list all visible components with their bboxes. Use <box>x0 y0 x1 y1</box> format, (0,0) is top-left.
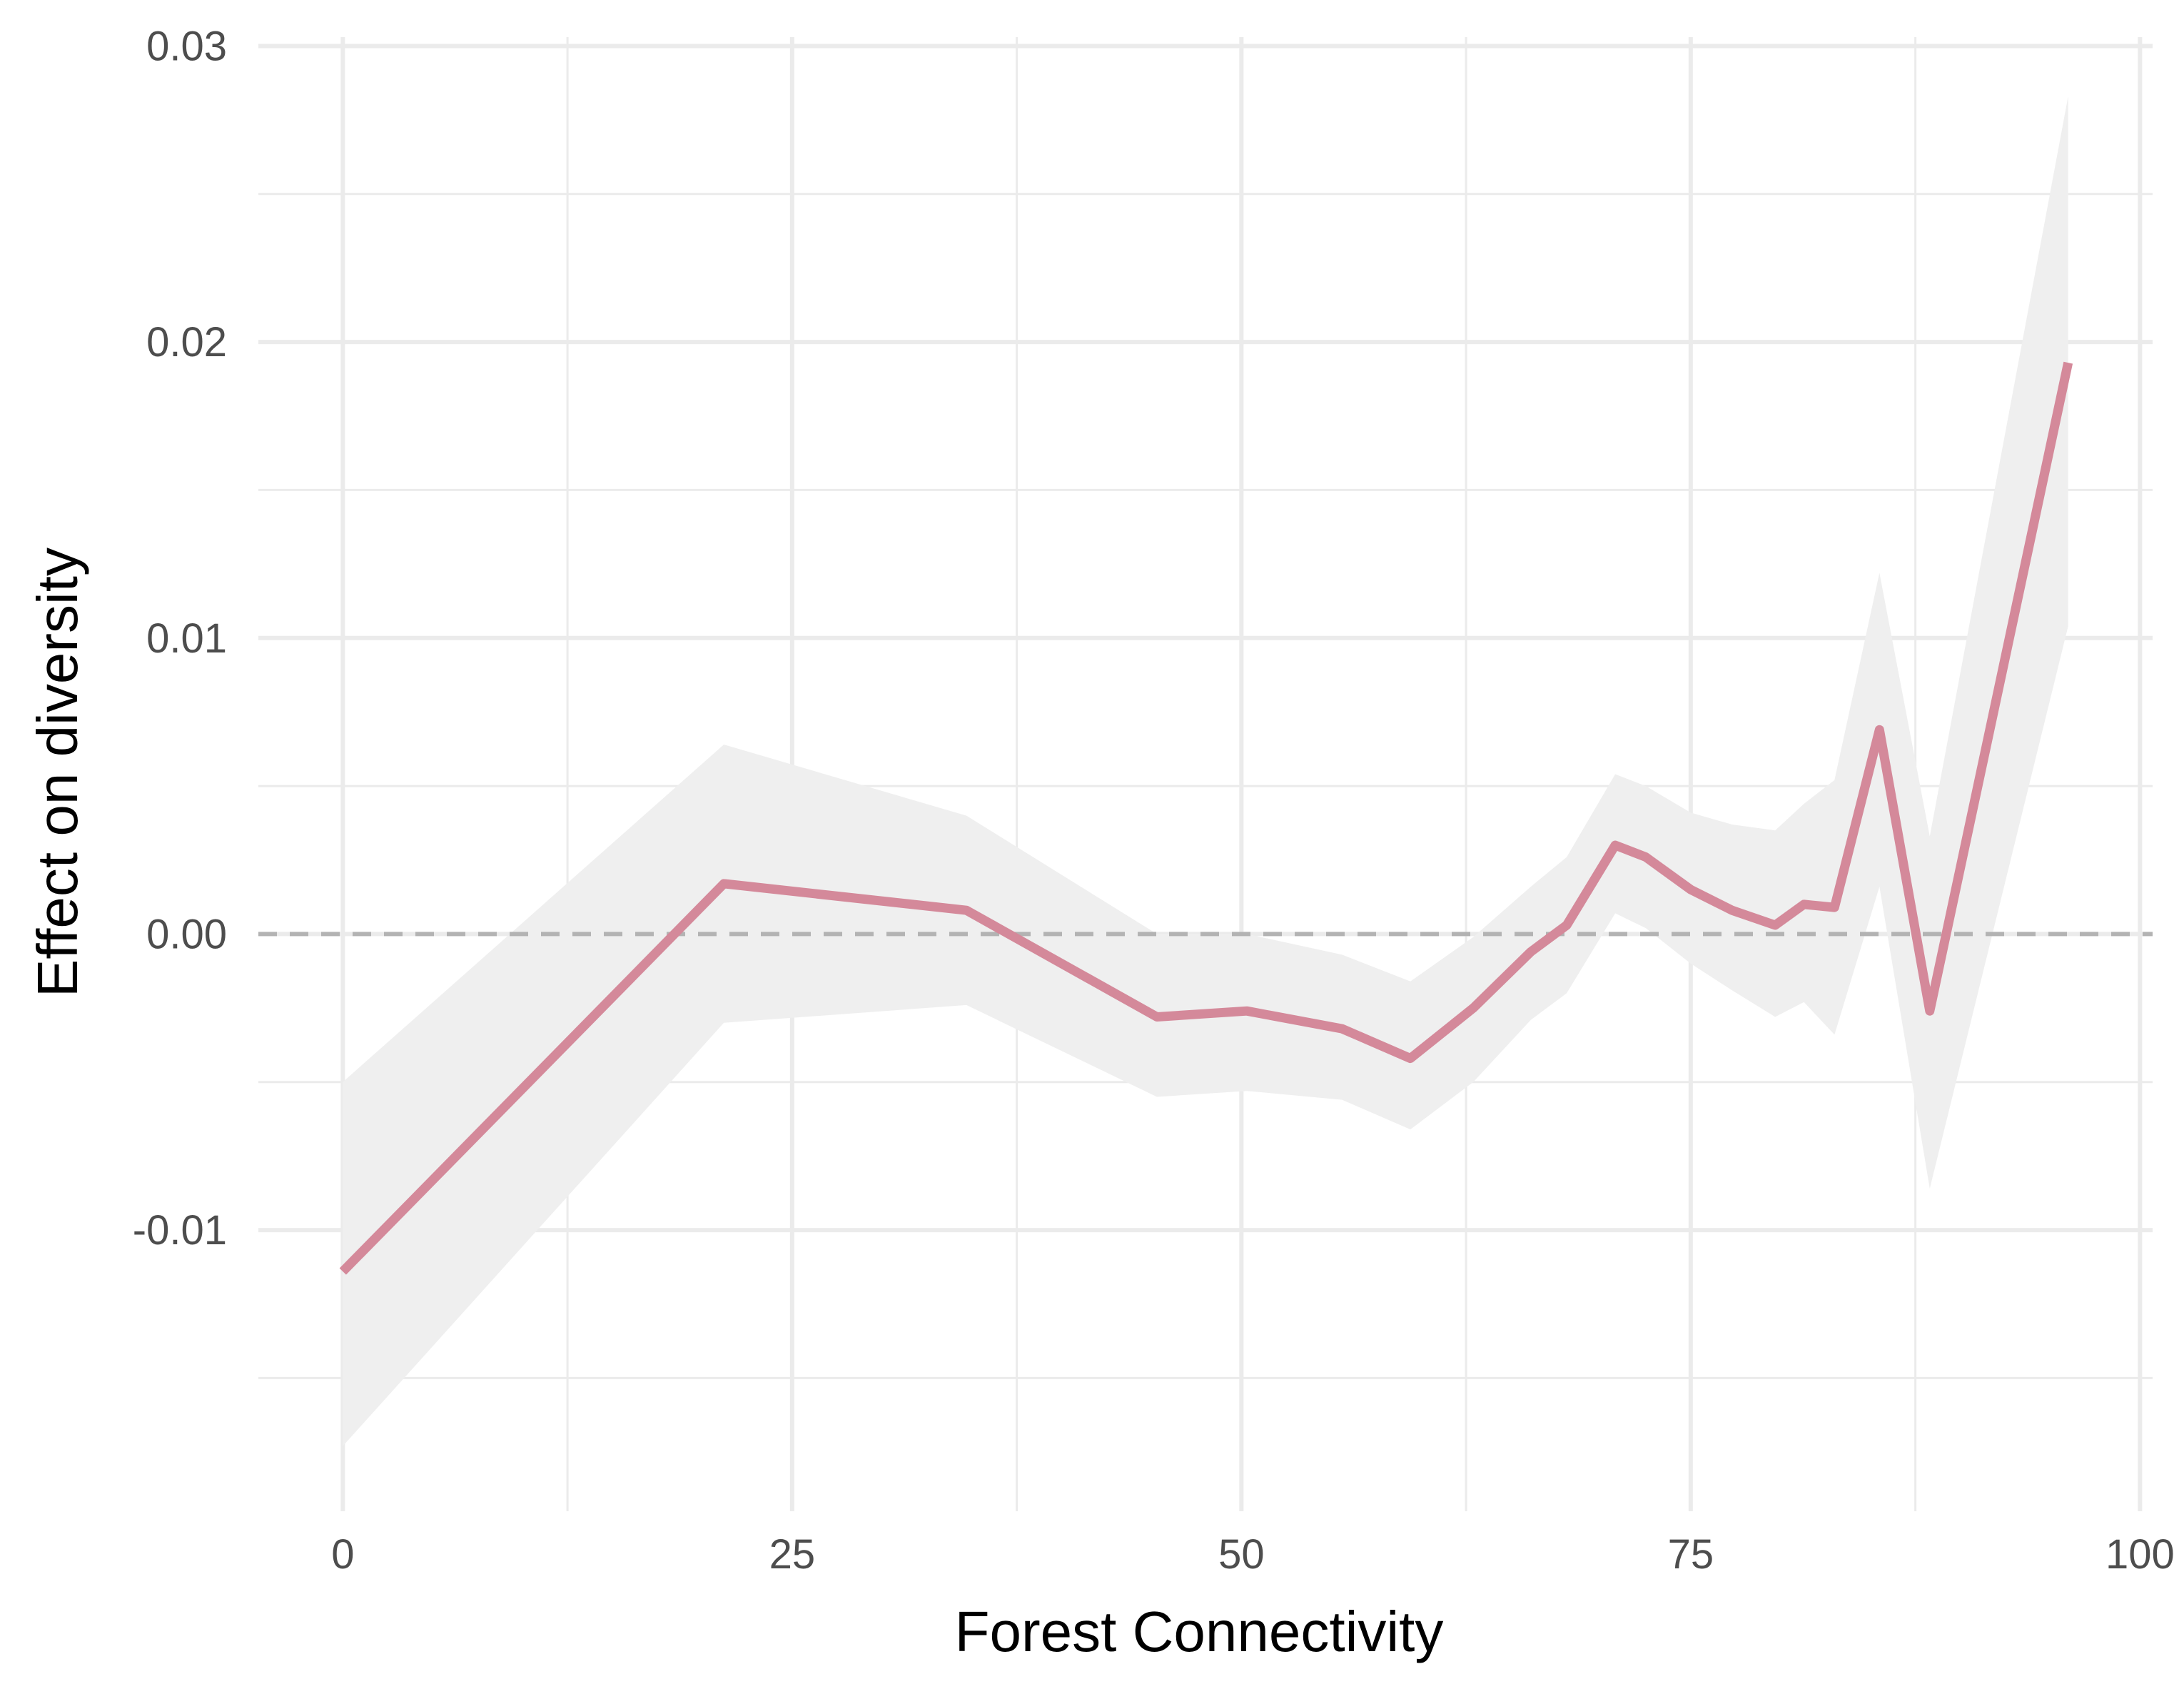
x-tick-label: 75 <box>1668 1531 1714 1578</box>
y-tick-label: 0.00 <box>146 911 227 957</box>
x-axis-tick-labels: 0 25 50 75 100 <box>331 1531 2175 1578</box>
x-axis-title: Forest Connectivity <box>955 1600 1444 1663</box>
series-line <box>339 361 2073 1275</box>
y-axis-title: Effect on diversity <box>26 548 89 997</box>
x-tick-label: 50 <box>1218 1531 1265 1578</box>
confidence-ribbon-group <box>343 96 2068 1446</box>
y-tick-label: 0.01 <box>146 615 227 662</box>
x-tick-label: 0 <box>331 1531 354 1578</box>
gridlines-major <box>258 37 2153 1511</box>
x-tick-label: 100 <box>2105 1531 2175 1578</box>
y-tick-label: 0.03 <box>146 23 227 69</box>
x-tick-label: 25 <box>769 1531 816 1578</box>
y-tick-label: 0.02 <box>146 319 227 365</box>
y-axis-tick-labels: -0.01 0.00 0.01 0.02 0.03 <box>133 23 227 1254</box>
confidence-ribbon <box>343 96 2068 1446</box>
y-tick-label: -0.01 <box>133 1207 227 1254</box>
series-line-group <box>339 361 2073 1275</box>
